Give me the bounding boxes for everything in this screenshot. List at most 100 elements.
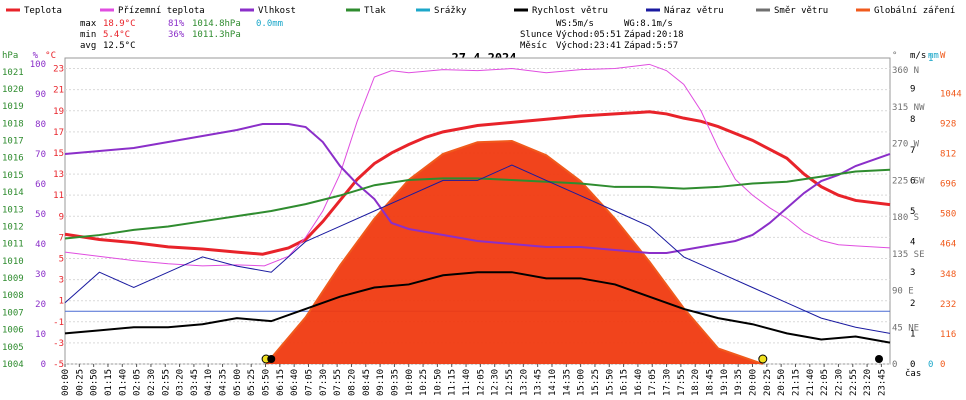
x-tick-label: 21:40: [806, 369, 816, 396]
humidity-tick-label: 90: [35, 90, 46, 100]
wind_speed-tick-label: 9: [910, 85, 915, 95]
x-tick-label: 13:45: [534, 369, 544, 396]
x-tick-label: 06:40: [290, 369, 300, 396]
wind_dir-tick-label: 135 SE: [892, 250, 925, 260]
rain-axis-unit: mm: [928, 51, 939, 61]
wind_speed-tick-label: 4: [910, 238, 915, 248]
radiation-tick-label: 812: [940, 149, 956, 159]
x-tick-label: 12:55: [505, 369, 515, 396]
series-teplota: [64, 110, 891, 256]
series-naraz-vetru: [64, 164, 891, 334]
x-tick-label: 19:35: [734, 369, 744, 396]
stat-max-rain: 0.0mm: [256, 19, 283, 29]
x-tick-label: 23:20: [863, 369, 873, 396]
humidity-tick-label: 30: [35, 270, 46, 280]
x-tick-label: 11:40: [462, 369, 472, 396]
humidity-axis-unit: %: [33, 51, 39, 61]
moon-set: Západ:5:57: [624, 41, 678, 51]
temperature-tick-label: -5: [53, 360, 64, 370]
temperature-tick-label: 1: [59, 297, 64, 307]
x-tick-label: 08:45: [362, 369, 372, 396]
pressure-axis-unit: hPa: [2, 51, 18, 61]
humidity-tick-label: 80: [35, 120, 46, 130]
x-tick-label: 00:25: [75, 369, 85, 396]
radiation-tick-label: 1044: [940, 89, 962, 99]
radiation-tick-label: 0: [940, 360, 945, 370]
temperature-tick-label: 13: [53, 170, 64, 180]
x-tick-label: 07:30: [319, 369, 329, 396]
x-tick-label: 22:55: [849, 369, 859, 396]
sun-rise: Východ:05:51: [556, 30, 621, 40]
stat-avg-label: avg: [80, 41, 96, 51]
stat-max-temp: 18.9°C: [103, 19, 136, 29]
legend-srazky: Srážky: [434, 6, 467, 16]
series-vlhkost: [64, 123, 891, 254]
series-prizemni-teplota: [64, 63, 891, 267]
pressure-tick-label: 1012: [2, 222, 24, 232]
legend-smer-vetru: Směr větru: [774, 6, 828, 16]
x-tick-label: 10:25: [419, 369, 429, 396]
x-tick-label: 04:35: [219, 369, 229, 396]
rain-tick-label: 1: [928, 54, 933, 64]
x-tick-label: 04:10: [204, 369, 214, 396]
pressure-tick-label: 1010: [2, 257, 24, 267]
x-tick-label: 05:25: [247, 369, 257, 396]
radiation-tick-label: 232: [940, 300, 956, 310]
legend-globalni-zareni: Globální záření: [874, 6, 955, 16]
pressure-tick-label: 1021: [2, 68, 24, 78]
sun-set: Západ:20:18: [624, 30, 684, 40]
sunset-marker: [758, 354, 768, 364]
pressure-tick-label: 1011: [2, 240, 24, 250]
wind_dir-axis-unit: °: [892, 51, 897, 61]
legend-teplota: Teplota: [24, 6, 62, 16]
x-tick-label: 17:30: [663, 369, 673, 396]
pressure-tick-label: 1004: [2, 360, 24, 370]
x-tick-label: 17:55: [677, 369, 687, 396]
moonset-marker: [267, 355, 276, 363]
temperature-tick-label: 19: [53, 107, 64, 117]
temperature-axis-unit: °C: [45, 51, 56, 61]
temperature-tick-label: -1: [53, 318, 64, 328]
stat-max-label: max: [80, 19, 97, 29]
x-tick-label: 15:25: [591, 369, 601, 396]
x-tick-label: 05:00: [233, 369, 243, 396]
moon-label: Měsíc: [520, 41, 547, 51]
temperature-tick-label: 9: [59, 212, 64, 222]
x-tick-label: 06:15: [276, 369, 286, 396]
legend-naraz-vetru: Náraz větru: [664, 6, 724, 16]
x-tick-label: 14:35: [562, 369, 572, 396]
moonrise-marker: [875, 355, 883, 363]
radiation-tick-label: 696: [940, 180, 956, 190]
x-tick-label: 12:05: [476, 369, 486, 396]
legend-rychlost-vetru: Rychlost větru: [532, 6, 608, 16]
wind_speed-tick-label: 3: [910, 268, 915, 278]
temperature-tick-label: 3: [59, 276, 64, 286]
wind_speed-tick-label: 6: [910, 176, 915, 186]
series-globalni-zareni: [265, 139, 764, 365]
x-tick-label: 05:50: [262, 369, 272, 396]
stats-block: max 18.9°C 81% 1014.8hPa 0.0mm min 5.4°C…: [80, 19, 684, 51]
x-tick-label: 22:05: [820, 369, 830, 396]
series-rychlost-vetru: [64, 271, 891, 344]
radiation-tick-label: 580: [940, 210, 956, 220]
pressure-tick-label: 1006: [2, 326, 24, 336]
wind_dir-tick-label: 315 NW: [892, 103, 925, 113]
pressure-tick-label: 1015: [2, 171, 24, 181]
stat-max-hum: 81%: [168, 19, 185, 29]
wind_dir-tick-label: 45 NE: [892, 323, 919, 333]
wind-summary-ws: WS:5m/s: [556, 19, 594, 29]
humidity-tick-label: 50: [35, 210, 46, 220]
humidity-tick-label: 70: [35, 150, 46, 160]
x-tick-label: 02:55: [161, 369, 171, 396]
x-tick-label: 09:10: [376, 369, 386, 396]
x-tick-label: 10:00: [405, 369, 415, 396]
temperature-tick-label: 17: [53, 128, 64, 138]
x-tick-label: 15:00: [577, 369, 587, 396]
x-tick-label: 08:20: [347, 369, 357, 396]
wind_dir-tick-label: 270 W: [892, 140, 920, 150]
pressure-tick-label: 1014: [2, 188, 24, 198]
x-tick-label: 20:25: [763, 369, 773, 396]
x-tick-label: 19:10: [720, 369, 730, 396]
wind_speed-tick-label: 7: [910, 146, 915, 156]
